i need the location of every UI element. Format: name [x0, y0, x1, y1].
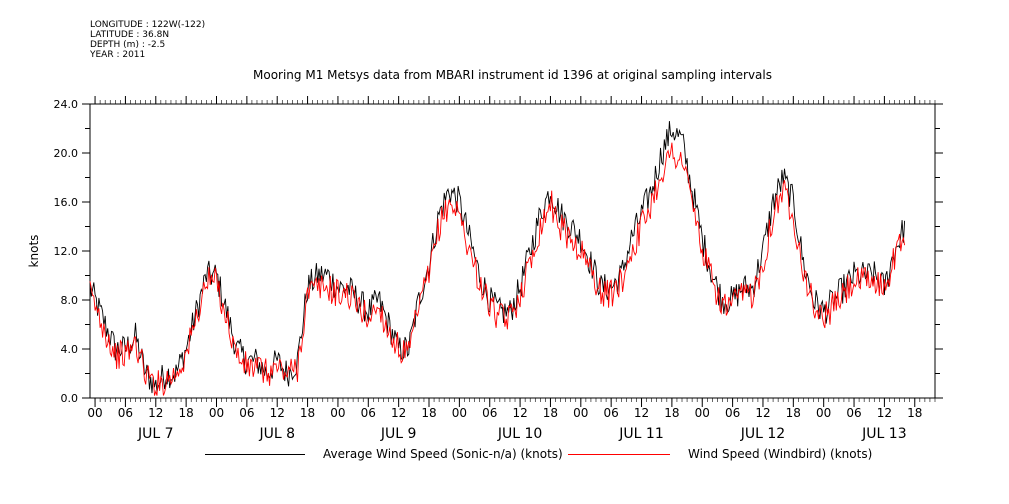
x-hour-tick-label: 00	[816, 406, 831, 420]
x-hour-tick-label: 12	[270, 406, 285, 420]
x-day-label: JUL 8	[258, 426, 295, 442]
x-day-label: JUL 13	[861, 426, 906, 442]
x-hour-tick-label: 06	[725, 406, 740, 420]
x-hour-tick-label: 06	[482, 406, 497, 420]
x-hour-tick-label: 06	[604, 406, 619, 420]
x-hour-tick-label: 12	[634, 406, 649, 420]
x-hour-tick-label: 12	[755, 406, 770, 420]
x-hour-tick-label: 18	[907, 406, 922, 420]
y-tick-label: 8.0	[61, 294, 79, 307]
x-hour-tick-label: 12	[512, 406, 527, 420]
x-hour-tick-label: 18	[786, 406, 801, 420]
x-day-label: JUL 10	[497, 426, 542, 442]
y-tick-label: 16.0	[54, 196, 79, 209]
metadata-block: LONGITUDE : 122W(-122) LATITUDE : 36.8N …	[90, 20, 205, 60]
x-hour-tick-label: 12	[148, 406, 163, 420]
y-axis-label: knots	[27, 235, 41, 268]
y-tick-label: 0.0	[61, 392, 79, 405]
x-hour-tick-label: 00	[573, 406, 588, 420]
x-day-label: JUL 12	[740, 426, 785, 442]
x-hour-tick-label: 06	[846, 406, 861, 420]
x-hour-tick-label: 00	[209, 406, 224, 420]
x-hour-tick-label: 00	[330, 406, 345, 420]
y-tick-label: 24.0	[54, 98, 79, 111]
x-hour-tick-label: 00	[87, 406, 102, 420]
series-line-sonic	[89, 121, 906, 394]
x-hour-tick-label: 18	[421, 406, 436, 420]
x-hour-tick-label: 12	[877, 406, 892, 420]
depth-text: DEPTH (m) : -2.5	[90, 40, 166, 50]
x-hour-tick-label: 18	[543, 406, 558, 420]
latitude-text: LATITUDE : 36.8N	[90, 30, 170, 40]
y-tick-label: 20.0	[54, 147, 79, 160]
x-day-label: JUL 9	[380, 426, 417, 442]
x-day-label: JUL 11	[618, 426, 663, 442]
x-day-label: JUL 7	[137, 426, 174, 442]
longitude-text: LONGITUDE : 122W(-122)	[90, 20, 206, 30]
chart-title: Mooring M1 Metsys data from MBARI instru…	[253, 68, 772, 82]
x-hour-tick-label: 06	[239, 406, 254, 420]
x-hour-tick-label: 18	[300, 406, 315, 420]
x-hour-tick-label: 06	[361, 406, 376, 420]
x-hour-tick-label: 06	[118, 406, 133, 420]
year-text: YEAR : 2011	[90, 50, 146, 60]
x-hour-tick-label: 18	[664, 406, 679, 420]
y-tick-label: 4.0	[61, 343, 79, 356]
x-hour-tick-label: 18	[178, 406, 193, 420]
x-hour-tick-label: 00	[452, 406, 467, 420]
x-hour-tick-label: 12	[391, 406, 406, 420]
y-tick-label: 12.0	[54, 245, 79, 258]
series-line-windbird	[89, 142, 906, 396]
x-hour-tick-label: 00	[695, 406, 710, 420]
plot-frame	[89, 103, 936, 399]
